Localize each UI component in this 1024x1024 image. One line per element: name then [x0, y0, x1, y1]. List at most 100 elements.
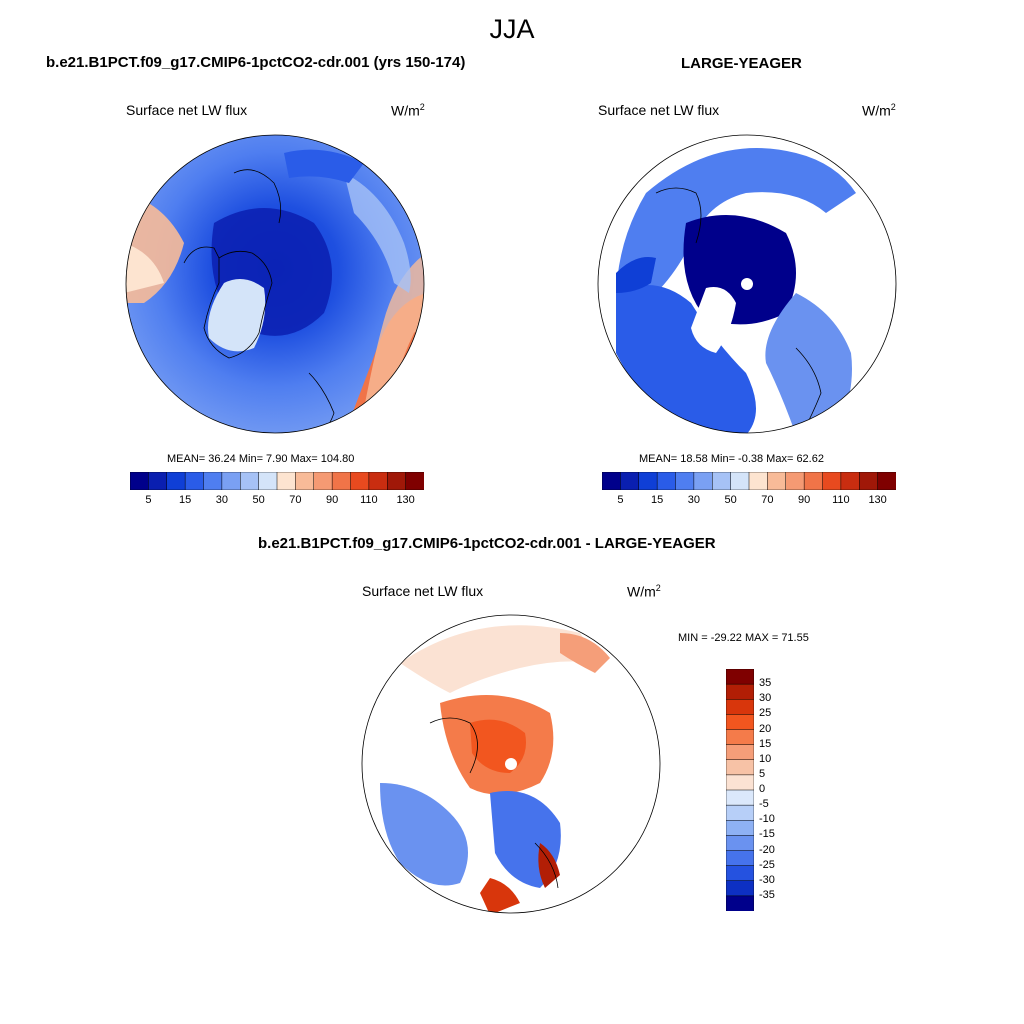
model-light-west-region [126, 243, 164, 293]
diff-coastline-2 [534, 842, 559, 889]
obs-greenland-mask [691, 287, 736, 353]
model-colorbar-swatch [350, 472, 370, 490]
diff-colorbar-swatch [726, 744, 754, 761]
model-colorbar-tick-label: 15 [179, 494, 192, 506]
obs-colorbar-swatch [712, 472, 732, 490]
model-colorbar-swatch [405, 472, 424, 490]
model-colorbar-swatch [184, 472, 205, 490]
obs-colorbar-swatch [675, 472, 695, 490]
diff-bering-warm-region [560, 633, 610, 673]
diff-coastline-1 [429, 717, 478, 774]
model-colorbar-tick-label: 90 [326, 494, 339, 506]
obs-colorbar-tick-label: 130 [868, 494, 887, 506]
diff-colorbar-swatch [726, 759, 754, 776]
model-colorbar-swatch [387, 472, 407, 490]
diff-colorbar-tick-label: 30 [759, 692, 772, 705]
obs-colorbar-tick-label: 50 [724, 494, 737, 506]
obs-colorbar-swatch [859, 472, 879, 490]
diff-coast-warm-region [538, 843, 560, 888]
obs-colorbar-tick-label: 30 [687, 494, 700, 506]
obs-colorbar-swatch [785, 472, 805, 490]
figure-title-season: JJA [489, 14, 535, 44]
obs-colorbar-swatch [693, 472, 713, 490]
obs-pole-hole [741, 278, 753, 290]
model-alaska-coastline [233, 169, 282, 224]
model-colorbar-tick-label: 5 [145, 494, 152, 506]
model-colorbar-swatch [368, 472, 388, 490]
model-colorbar-tick-label: 110 [360, 494, 378, 506]
obs-colorbar-swatch [638, 472, 658, 490]
diff-map-border [361, 614, 661, 914]
diff-colorbar-swatch [726, 865, 754, 882]
model-pale-east-region [359, 253, 424, 433]
diff-pole-hole [505, 758, 517, 770]
obs-stats-text: MEAN= 18.58 Min= -0.38 Max= 62.62 [639, 453, 824, 465]
diff-colorbar-swatch [726, 729, 754, 746]
model-pale-north-region [344, 173, 411, 293]
model-colorbar-swatch [148, 472, 168, 490]
model-units-label: W/m2 [391, 102, 425, 119]
diff-colorbar-swatch [726, 820, 754, 836]
model-colorbar-tick-label: 30 [215, 494, 228, 506]
diff-units-label: W/m2 [627, 583, 661, 600]
diff-colorbar-tick-label: 35 [759, 677, 772, 690]
diff-colorbar-swatch [726, 699, 754, 715]
diff-colorbar [726, 669, 754, 911]
diff-colorbar-tick-label: 0 [759, 783, 766, 795]
diff-stats-text: MIN = -29.22 MAX = 71.55 [678, 632, 809, 644]
diff-colorbar-tick-label: -35 [759, 888, 775, 901]
obs-coastline-1 [655, 187, 702, 244]
diff-variable-label: Surface net LW flux [362, 583, 484, 599]
diff-colorbar-tick-label: -15 [759, 828, 775, 841]
diff-colorbar-swatch [726, 683, 754, 700]
model-colorbar-tick-label: 50 [252, 494, 265, 506]
model-colorbar-swatch [313, 472, 333, 490]
diff-colorbar-swatch [726, 804, 754, 821]
obs-colorbar-swatch [803, 472, 824, 490]
obs-colorbar-swatch [767, 472, 787, 490]
obs-colorbar-tick-label: 110 [832, 494, 850, 506]
obs-colorbar-swatch [620, 472, 640, 490]
diff-colorbar-swatch [726, 789, 754, 806]
obs-colorbar-swatch [602, 472, 621, 490]
diff-colorbar-tick-label: -25 [759, 858, 775, 871]
model-variable-label: Surface net LW flux [126, 102, 248, 118]
diff-colorbar-swatch [726, 895, 754, 911]
obs-map-border [597, 134, 897, 434]
diff-pacific-region [400, 625, 600, 693]
obs-colorbar-tick-label: 70 [761, 494, 774, 506]
diff-colorbar-swatch [726, 714, 754, 731]
obs-pacific-region [616, 148, 856, 303]
obs-colorbar-tick-label: 15 [651, 494, 664, 506]
diff-colorbar-tick-label: 20 [759, 722, 772, 735]
diff-colorbar-swatch [726, 835, 754, 852]
model-colorbar-swatch [221, 472, 241, 490]
model-colorbar-swatch [240, 472, 260, 490]
model-colorbar-tick-label: 130 [396, 494, 415, 506]
model-north-band-region [284, 149, 364, 183]
model-map-border [125, 134, 425, 434]
obs-colorbar-swatch [656, 472, 677, 490]
model-colorbar-swatch [203, 472, 223, 490]
diff-colorbar-swatch [726, 774, 754, 791]
obs-variable-label: Surface net LW flux [598, 102, 720, 118]
diff-atlantic-cool-region [380, 783, 468, 886]
obs-polar-map [597, 134, 897, 434]
diff-colorbar-swatch [726, 669, 754, 685]
model-panel-title: b.e21.B1PCT.f09_g17.CMIP6-1pctCO2-cdr.00… [46, 54, 466, 71]
obs-units-label: W/m2 [862, 102, 896, 119]
diff-polar-map [361, 614, 661, 914]
model-colorbar-tick-label: 70 [289, 494, 302, 506]
diff-colorbar-tick-label: -20 [759, 843, 775, 856]
diff-colorbar-tick-label: 25 [759, 707, 772, 720]
model-colorbar-swatch [166, 472, 186, 490]
model-greenland-coastline [203, 250, 273, 359]
diff-colorbar-swatch [726, 880, 754, 897]
diff-colorbar-swatch [726, 850, 754, 867]
diff-colorbar-tick-label: -10 [759, 813, 775, 826]
obs-colorbar-tick-label: 5 [617, 494, 624, 506]
obs-colorbar-swatch [877, 472, 896, 490]
diff-colorbar-tick-label: 15 [759, 737, 772, 750]
model-colorbar-swatch [295, 472, 315, 490]
model-greenland-region [208, 279, 266, 352]
